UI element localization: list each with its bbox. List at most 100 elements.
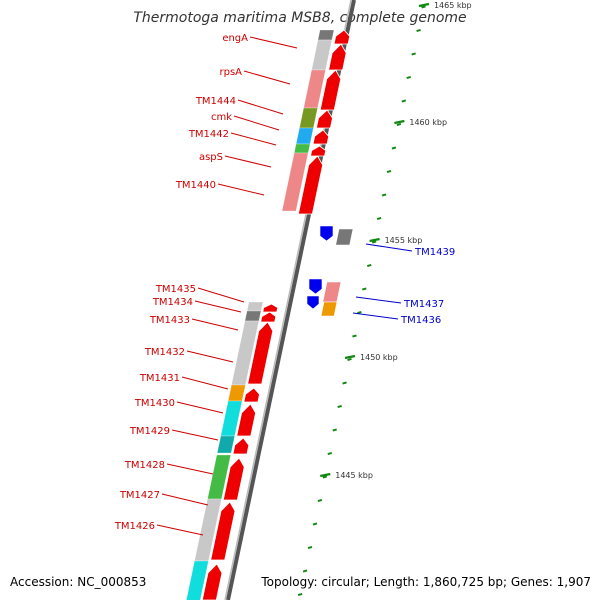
minor-tick [342,381,347,385]
lower-forward-arrow-3 [247,321,274,385]
gene-label-tm1439: TM1439 [414,247,455,258]
tm1436-arrow [306,295,320,310]
minor-tick [322,475,328,479]
upper-forward-arrow-4 [315,109,333,129]
minor-tick [357,310,362,315]
lower-forward-arrow-7 [222,457,245,501]
leader-line-asps [224,155,272,168]
gene-label-tm1430: TM1430 [134,398,175,409]
major-tick [418,2,430,8]
leader-line-cmk [233,115,280,131]
gene-label-cmk: cmk [211,112,232,123]
upper-forward-arrow-5 [312,129,330,145]
upper-feature-block-1 [317,29,335,41]
minor-tick [297,592,303,597]
leader-line-enga [249,36,298,49]
minor-tick [327,451,333,456]
scale-label-1445-kbp: 1445 kbp [335,471,373,480]
lower-forward-arrow-2 [260,311,277,323]
leader-line-rpsa [243,70,291,85]
minor-tick [366,263,372,268]
leader-line-tm1426 [156,524,204,536]
genome-summary-text: Topology: circular; Length: 1,860,725 bp… [261,575,591,589]
minor-tick [371,240,377,244]
gene-label-tm1435: TM1435 [155,284,196,295]
minor-tick [406,75,412,80]
gene-label-tm1440: TM1440 [175,180,216,191]
gene-label-tm1429: TM1429 [129,426,170,437]
leader-line-tm1442 [230,132,277,146]
leader-line-tm1444 [237,99,284,115]
lower-feature-block-9 [185,560,209,600]
gene-label-tm1436: TM1436 [400,315,441,326]
upper-feature-block-6 [293,143,311,154]
minor-tick [381,193,387,197]
minor-tick [312,522,318,526]
scale-label-1460-kbp: 1460 kbp [409,118,447,127]
leader-line-tm1430 [176,401,224,414]
minor-tick [307,545,313,550]
minor-tick [376,216,382,221]
scale-label-1455-kbp: 1455 kbp [385,236,423,245]
scale-ticks: 1465 kbp 1460 kbp 1455 kbp 1450 kbp 1445 kbp [297,1,472,597]
minor-tick [362,287,367,291]
upper-feature-block-5 [295,127,314,145]
major-tick [344,354,356,360]
gene-label-tm1434: TM1434 [152,297,193,308]
lower-forward-arrow-8 [210,501,236,561]
minor-tick [337,404,342,409]
gene-label-tm1444: TM1444 [195,96,236,107]
minor-tick [386,169,392,174]
tm1437-arrow [308,278,323,295]
minor-tick [317,498,323,503]
lower-feature-block-1 [246,301,264,312]
lower-forward-arrow-5 [236,403,256,437]
major-tick [369,237,380,243]
lower-forward-arrow-4 [243,387,260,403]
gene-label-tm1427: TM1427 [119,490,160,501]
tm1436-block [320,301,338,317]
upper-forward-arrow-7 [297,155,324,215]
gene-label-asps: aspS [199,152,223,163]
minor-tick [401,99,407,103]
upper-forward-arrow-2 [328,43,347,71]
leader-line-tm1428 [166,463,214,475]
scale-label-1465-kbp: 1465 kbp [434,1,472,10]
gene-label-tm1428: TM1428 [124,460,165,471]
accession-text: Accession: NC_000853 [10,575,147,589]
lower-forward-arrow-1 [262,303,279,313]
gene-label-rpsa: rpsA [219,67,242,78]
map-title: Thermotoga maritima MSB8, complete genom… [133,10,466,26]
gene-label-enga: engA [222,33,248,44]
gene-label-tm1432: TM1432 [144,347,185,358]
upper-feature-block-7 [281,152,309,212]
minor-tick [332,428,337,432]
leader-line-tm1431 [181,376,229,390]
major-tick [394,119,405,125]
gene-label-tm1426: TM1426 [114,521,155,532]
minor-tick [396,122,402,127]
tm1439-block [335,228,354,246]
forward-features [185,29,351,600]
leader-line-tm1440 [217,183,265,196]
lower-forward-arrow-6 [232,437,250,455]
minor-tick [421,5,426,9]
lower-feature-block-6 [216,435,236,454]
lower-feature-block-2 [244,310,262,322]
minor-tick [302,569,308,573]
tm1439-arrow [319,225,334,242]
leader-line-tm1432 [186,350,234,363]
leader-line-tm1427 [161,493,209,506]
leader-line-tm1436 [352,312,399,320]
gene-label-tm1437: TM1437 [403,299,444,310]
scale-label-1450-kbp: 1450 kbp [360,353,398,362]
lower-forward-arrow-9 [201,563,223,600]
gene-label-tm1431: TM1431 [139,373,180,384]
upper-feature-block-4 [299,107,318,129]
reverse-features [306,225,354,317]
leader-line-tm1434 [194,300,242,313]
upper-feature-block-2 [311,39,333,71]
major-tick [320,472,331,478]
tm1437-block [322,281,342,303]
